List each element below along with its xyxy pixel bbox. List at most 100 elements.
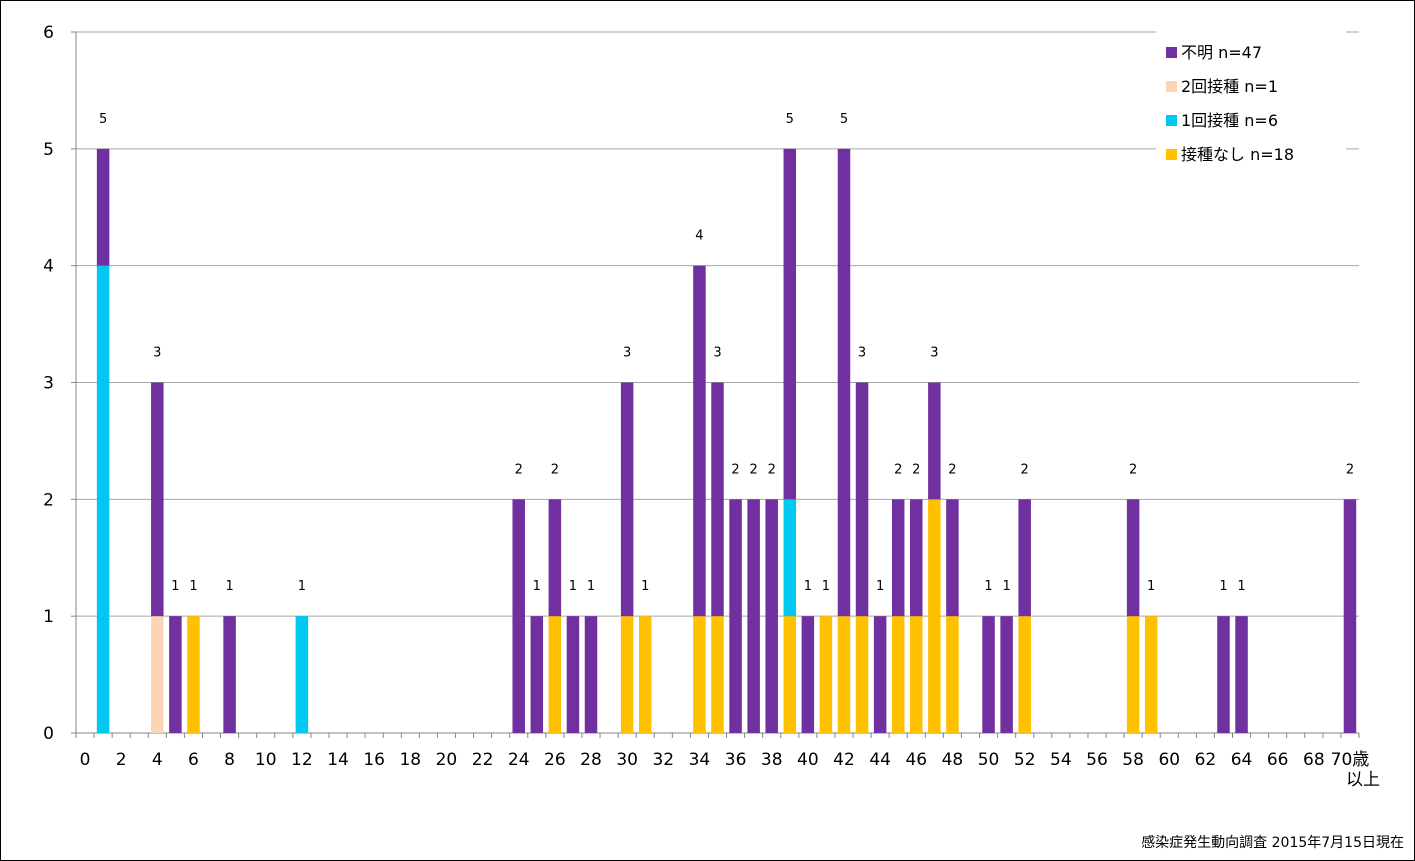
bar-segment: [711, 616, 724, 733]
data-label: 1: [984, 579, 992, 594]
x-tick-label: 66: [1267, 750, 1289, 770]
legend-swatch: [1166, 115, 1177, 126]
data-label: 1: [298, 579, 306, 594]
bar-segment: [982, 616, 995, 733]
bar-segment: [891, 499, 905, 617]
data-label: 3: [153, 346, 161, 361]
bar-segment: [783, 499, 797, 617]
data-label: 1: [569, 579, 577, 594]
bar-segment: [693, 616, 706, 733]
bar-segment: [910, 499, 923, 617]
x-tick-label: 26: [544, 750, 566, 770]
y-tick-label: 4: [43, 257, 54, 277]
x-tick-label: 46: [905, 750, 927, 770]
bar-segment: [548, 499, 562, 617]
legend-label: 2回接種 n=1: [1181, 77, 1278, 96]
x-tick-label: 32: [652, 750, 674, 770]
y-tick-label: 3: [43, 374, 54, 394]
data-label: 2: [912, 462, 920, 477]
data-label: 1: [225, 579, 233, 594]
bar-segment: [946, 499, 959, 617]
x-tick-label: 60: [1158, 750, 1180, 770]
y-tick-label: 0: [43, 724, 54, 744]
data-label: 2: [1129, 462, 1137, 477]
bar-segment: [855, 616, 869, 733]
x-tick-label: 64: [1231, 750, 1253, 770]
data-label: 1: [533, 579, 541, 594]
legend-label: 不明 n=47: [1181, 43, 1262, 62]
data-label: 2: [1021, 462, 1029, 477]
x-tick-label: 42: [833, 750, 855, 770]
bar-segment: [1235, 616, 1248, 733]
x-tick-label: 62: [1195, 750, 1217, 770]
bar-segment: [96, 265, 110, 733]
legend-swatch: [1166, 149, 1177, 160]
bar-segment: [910, 616, 923, 733]
data-label: 5: [840, 112, 848, 127]
x-tick-label: 40: [797, 750, 819, 770]
data-label: 5: [99, 112, 107, 127]
x-tick-label: 4: [152, 750, 163, 770]
x-tick-label: 50: [978, 750, 1000, 770]
x-tick-label: 28: [580, 750, 602, 770]
bar-segment: [946, 616, 959, 733]
bar-segment: [747, 499, 760, 733]
x-tick-label: 36: [725, 750, 747, 770]
bar-segment: [638, 616, 652, 733]
data-label: 1: [1002, 579, 1010, 594]
bar-segment: [783, 616, 797, 733]
bar-segment: [620, 616, 634, 733]
legend-background: [1156, 29, 1346, 171]
data-label: 1: [587, 579, 595, 594]
x-tick-label: 18: [399, 750, 421, 770]
x-tick-label: 24: [508, 750, 530, 770]
bar-segment: [620, 382, 634, 617]
bar-segment: [1217, 616, 1230, 733]
bar-segment: [837, 148, 851, 617]
bar-segment: [1126, 499, 1140, 617]
data-label: 1: [1237, 579, 1245, 594]
data-label: 1: [171, 579, 179, 594]
data-label: 2: [1346, 462, 1354, 477]
bar-segment: [837, 616, 851, 733]
x-tick-label: 0: [80, 750, 91, 770]
x-tick-label: 16: [363, 750, 385, 770]
y-tick-label: 6: [43, 23, 54, 43]
x-tick-label: 14: [327, 750, 349, 770]
bar-segment: [151, 616, 164, 733]
x-tick-label: 68: [1303, 750, 1325, 770]
data-label: 3: [713, 346, 721, 361]
x-tick-label: 8: [224, 750, 235, 770]
x-tick-label: 2: [116, 750, 127, 770]
y-tick-label: 2: [43, 490, 54, 510]
bar-segment: [729, 499, 742, 733]
bar-segment: [928, 382, 941, 500]
bar-segment: [1126, 616, 1140, 733]
bar-segment: [566, 616, 580, 733]
bar-segment: [855, 382, 869, 617]
legend-label: 接種なし n=18: [1181, 145, 1294, 164]
x-tick-label: 20: [436, 750, 458, 770]
legend-swatch: [1166, 81, 1177, 92]
x-tick-label: 22: [472, 750, 494, 770]
data-label: 1: [822, 579, 830, 594]
bar-segment: [1144, 616, 1158, 733]
x-axis: 0 2 4 6 8 10 12 14 16 18 20 22 24 26 28 30 32 34 36 38 40 42 4…: [75, 732, 1380, 790]
x-tick-label: 52: [1014, 750, 1036, 770]
y-tick-label: 5: [43, 140, 54, 160]
data-label: 2: [551, 462, 559, 477]
bar-segment: [693, 265, 706, 617]
data-label: 2: [768, 462, 776, 477]
bar-segment: [783, 148, 797, 500]
x-tick-label: 56: [1086, 750, 1108, 770]
x-tick-label: 58: [1122, 750, 1144, 770]
data-label: 5: [786, 112, 794, 127]
x-tick-label: 70歳: [1331, 750, 1370, 770]
data-label: 1: [804, 579, 812, 594]
x-tick-sublabel: 以上: [1346, 770, 1380, 790]
x-tick-label: 38: [761, 750, 783, 770]
y-tick-label: 1: [43, 607, 54, 627]
legend-label: 1回接種 n=6: [1181, 111, 1278, 130]
data-label: 2: [894, 462, 902, 477]
bar-segment: [584, 616, 598, 733]
